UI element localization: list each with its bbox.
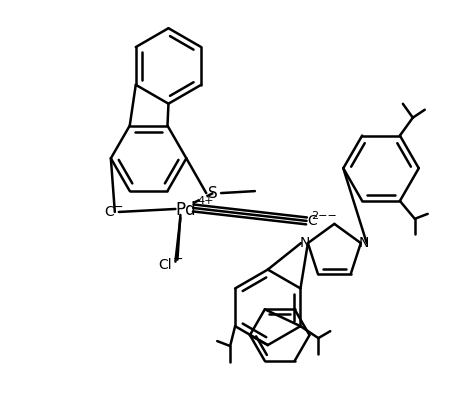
Text: N: N xyxy=(300,236,310,250)
Text: N: N xyxy=(359,236,369,250)
Text: Pd: Pd xyxy=(175,201,196,219)
Text: Cl: Cl xyxy=(159,258,172,272)
Text: −: − xyxy=(113,201,123,213)
Text: −: − xyxy=(173,253,184,266)
Text: 4+: 4+ xyxy=(197,196,213,206)
Text: S: S xyxy=(209,185,218,201)
Text: C: C xyxy=(104,205,114,219)
Text: 2−−: 2−− xyxy=(312,211,337,221)
Text: C: C xyxy=(308,214,317,228)
